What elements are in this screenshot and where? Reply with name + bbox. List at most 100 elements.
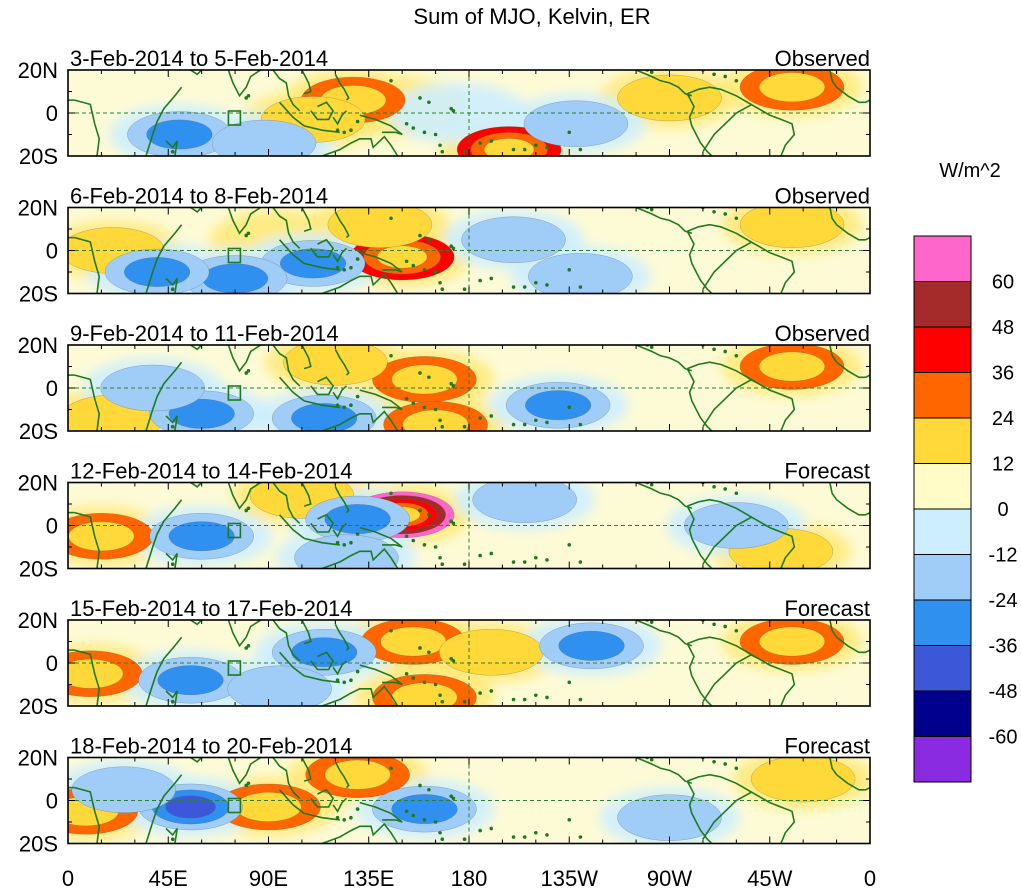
coastline (301, 620, 312, 645)
x-tick-label: 135W (541, 866, 599, 889)
island (418, 233, 422, 238)
island (712, 622, 716, 627)
island (427, 650, 431, 655)
coastline (702, 241, 753, 290)
island (649, 757, 654, 762)
island (489, 414, 494, 418)
coastline (303, 537, 340, 546)
island (422, 268, 427, 272)
coastline (829, 70, 870, 104)
coastline (359, 389, 403, 411)
colorbar: W/m^2 60 48 36 24 12 0 -12 -24 -36 -48 -60 (913, 160, 1018, 783)
colorbar-label: 12 (992, 454, 1014, 476)
coastline (279, 789, 305, 815)
anomaly-band (124, 257, 191, 287)
coastline (829, 482, 870, 516)
colorbar-label: -48 (989, 681, 1018, 703)
coastline (334, 73, 350, 101)
x-axis: 0 45E 90E 135E 180 135W 90W 45W 0 (62, 866, 876, 889)
island (342, 130, 347, 135)
anomaly-band (558, 630, 625, 661)
coastline (359, 801, 403, 823)
panel-ticks (67, 69, 871, 157)
coastline (687, 86, 796, 156)
coastlines (68, 345, 870, 431)
coastline (321, 685, 399, 706)
y-tick-label: 0 (46, 789, 58, 814)
coastline (301, 345, 312, 370)
coastline (686, 505, 713, 569)
coastline (227, 207, 263, 235)
x-tick-label: 0 (864, 866, 876, 889)
island (489, 689, 494, 693)
island (440, 837, 445, 841)
y-tick-label: 0 (46, 514, 58, 539)
coastline (272, 757, 301, 799)
panel-status: Observed (775, 184, 870, 209)
coastline (702, 791, 753, 840)
panel-period: 12-Feb-2014 to 14-Feb-2014 (70, 459, 353, 484)
anomaly-band (168, 521, 235, 552)
colorbar-label: 0 (997, 499, 1008, 521)
island (578, 697, 583, 702)
coastline (272, 70, 301, 112)
island (449, 381, 453, 386)
anomaly-band (324, 759, 391, 790)
island (449, 519, 453, 523)
colorbar-swatch (913, 372, 972, 419)
island (427, 787, 431, 792)
island (511, 697, 516, 702)
panel-ticks (67, 207, 871, 294)
coastline (279, 101, 305, 127)
island (411, 813, 416, 818)
island (489, 551, 494, 556)
island (170, 562, 175, 566)
island (335, 128, 340, 132)
island (723, 487, 727, 491)
colorbar-label: 48 (992, 317, 1014, 339)
island (433, 132, 438, 137)
island (723, 74, 727, 79)
coastline (334, 211, 350, 239)
island (175, 709, 179, 713)
island (522, 147, 527, 152)
island (462, 562, 467, 566)
anomaly-band (472, 482, 577, 523)
island (389, 353, 393, 358)
island (649, 207, 654, 212)
panel-6: 20N 0 20S 18-Feb-2014 to 20-Feb-2014 Forecas… (18, 734, 871, 857)
island (451, 521, 456, 526)
island (349, 128, 353, 132)
island (723, 762, 727, 766)
island (712, 760, 716, 764)
anomaly-band (739, 207, 845, 248)
coastline (279, 651, 305, 677)
island (578, 422, 583, 427)
island (478, 416, 482, 420)
island (712, 210, 716, 214)
island (170, 424, 175, 429)
panel-status: Observed (775, 46, 870, 71)
coastline (227, 482, 263, 510)
island (734, 628, 739, 633)
island (451, 246, 456, 251)
x-tick-label: 45W (747, 866, 792, 889)
y-tick-label: 20N (18, 333, 58, 358)
coastline (227, 757, 263, 785)
coastline (334, 623, 350, 651)
coastline (74, 786, 101, 844)
colorbar-swatch (913, 645, 972, 692)
coastline (635, 345, 693, 372)
island (170, 149, 175, 154)
panel-ticks (67, 344, 871, 432)
coastline (687, 361, 796, 431)
island (462, 837, 467, 841)
y-tick-label: 20S (19, 694, 58, 719)
island (349, 403, 353, 408)
island (649, 482, 654, 487)
islands (170, 482, 739, 566)
anomaly-band (758, 72, 826, 103)
coastline (74, 236, 101, 294)
colorbar-swatch (913, 508, 972, 555)
coastline (190, 345, 203, 351)
